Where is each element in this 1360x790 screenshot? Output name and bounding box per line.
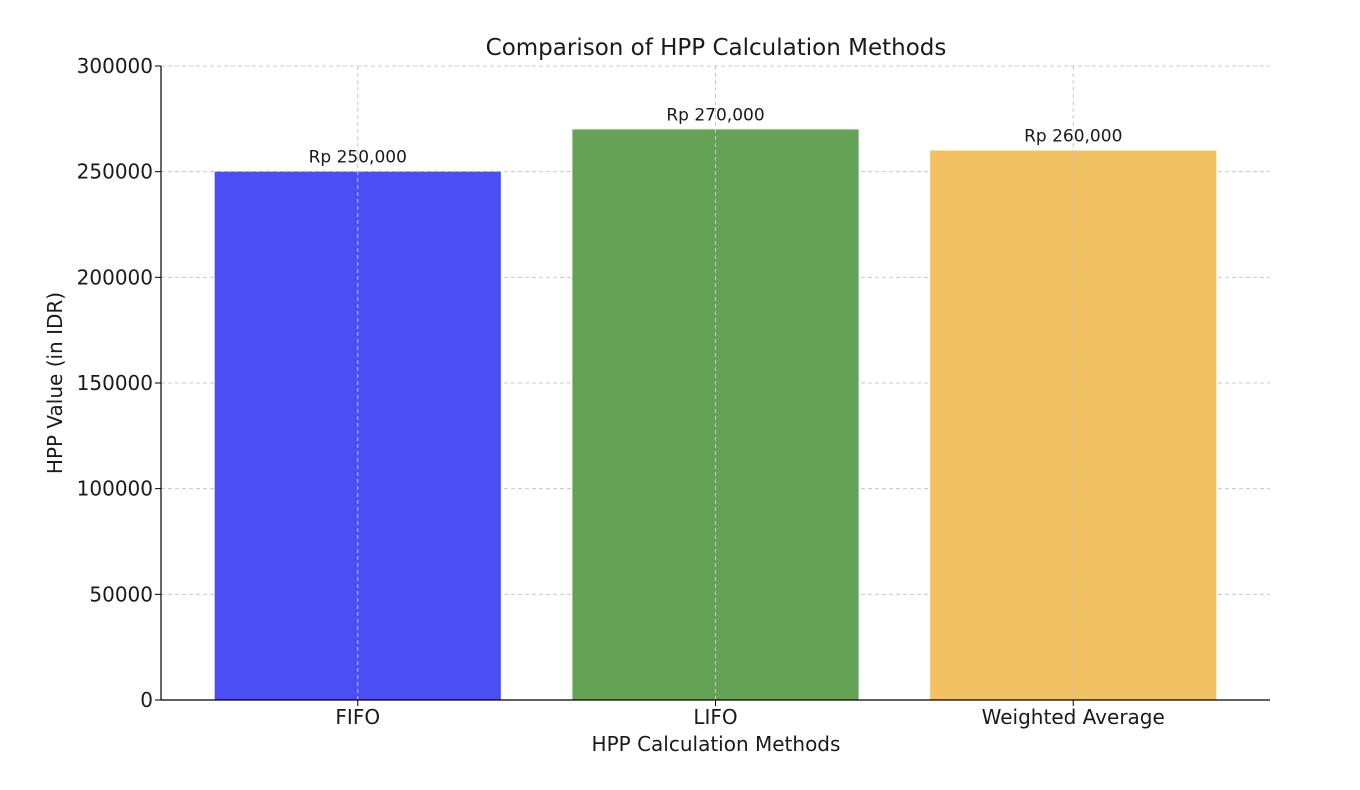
y-tick-label: 200000: [77, 265, 153, 289]
y-tick-label: 100000: [77, 477, 153, 501]
chart-title: Comparison of HPP Calculation Methods: [486, 35, 947, 61]
bar: [214, 171, 501, 700]
x-axis-label: HPP Calculation Methods: [592, 732, 841, 756]
data-label: Rp 250,000: [309, 148, 407, 168]
x-tick-label: LIFO: [693, 705, 737, 729]
y-tick-label: 150000: [77, 371, 153, 395]
y-tick-labels: 0 50000 100000 150000 200000 250000 300000: [77, 54, 153, 712]
data-label: Rp 260,000: [1024, 127, 1122, 147]
y-tick-label: 250000: [77, 160, 153, 184]
y-tick-label: 300000: [77, 54, 153, 78]
bar: [572, 129, 859, 700]
y-axis-label: HPP Value (in IDR): [43, 292, 67, 474]
vertical-grid-lines: [357, 66, 1074, 700]
axes: [155, 65, 1270, 706]
data-label: Rp 270,000: [666, 105, 764, 125]
y-tick-label: 50000: [89, 582, 153, 606]
x-tick-label: FIFO: [335, 705, 380, 729]
x-tick-labels: FIFO LIFO Weighted Average: [335, 705, 1164, 729]
data-labels: Rp 250,000 Rp 270,000 Rp 260,000: [309, 105, 1123, 167]
x-tick-label: Weighted Average: [982, 705, 1165, 729]
y-tick-label: 0: [140, 688, 153, 712]
